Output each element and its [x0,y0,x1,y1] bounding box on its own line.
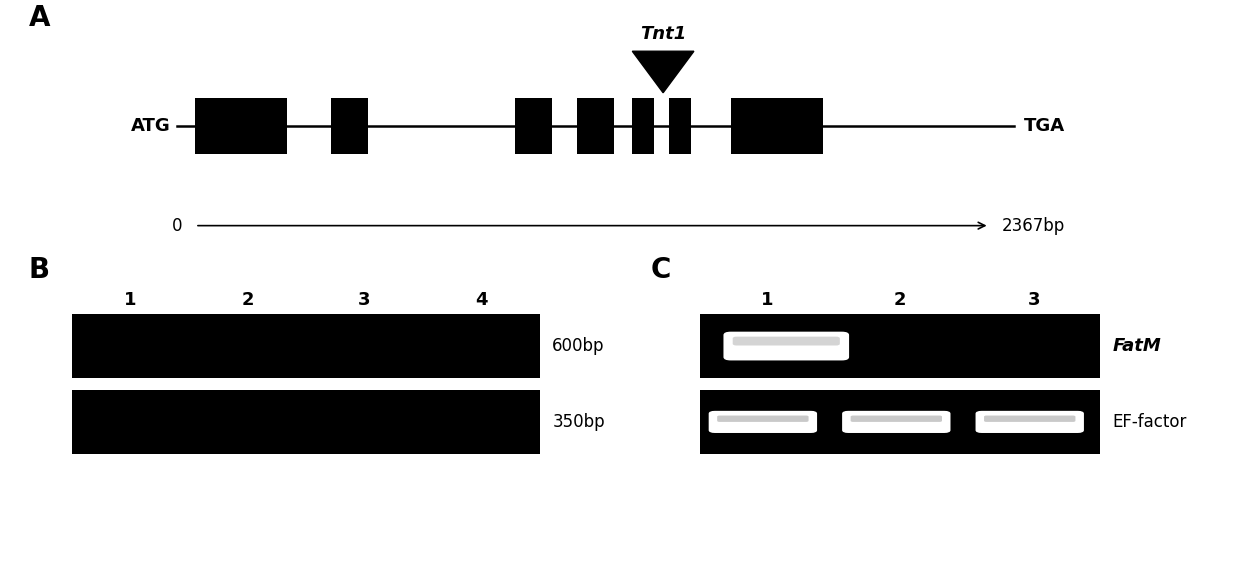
FancyBboxPatch shape [976,411,1084,433]
Bar [331,98,367,153]
Bar [72,314,539,378]
Text: 600bp: 600bp [552,337,605,355]
Bar [516,98,552,153]
FancyBboxPatch shape [851,415,942,422]
FancyBboxPatch shape [733,337,839,346]
Text: 2: 2 [894,291,906,309]
Text: 0: 0 [172,216,182,234]
Bar [701,390,1100,454]
Bar [701,314,1100,378]
Text: TGA: TGA [1024,117,1065,135]
FancyBboxPatch shape [985,415,1075,422]
Polygon shape [632,51,694,93]
Text: 3: 3 [358,291,371,309]
Text: A: A [29,4,51,32]
Text: 350bp: 350bp [552,413,605,431]
Text: FatM: FatM [1112,337,1162,355]
Text: 1: 1 [760,291,773,309]
Bar [577,98,614,153]
FancyBboxPatch shape [842,411,951,433]
Text: 2: 2 [241,291,254,309]
Bar [195,98,288,153]
Text: EF-factor: EF-factor [1112,413,1187,431]
Text: 4: 4 [475,291,487,309]
Text: B: B [29,256,50,284]
FancyBboxPatch shape [717,415,808,422]
FancyBboxPatch shape [709,411,817,433]
Text: 3: 3 [1028,291,1040,309]
FancyBboxPatch shape [723,332,849,360]
Text: 1: 1 [124,291,136,309]
Bar [670,98,692,153]
Bar [730,98,823,153]
Bar [72,390,539,454]
Text: Tnt1: Tnt1 [640,25,686,43]
Text: ATG: ATG [130,117,170,135]
Text: 2367bp: 2367bp [1002,216,1065,234]
Bar [632,98,655,153]
Text: C: C [651,256,671,284]
